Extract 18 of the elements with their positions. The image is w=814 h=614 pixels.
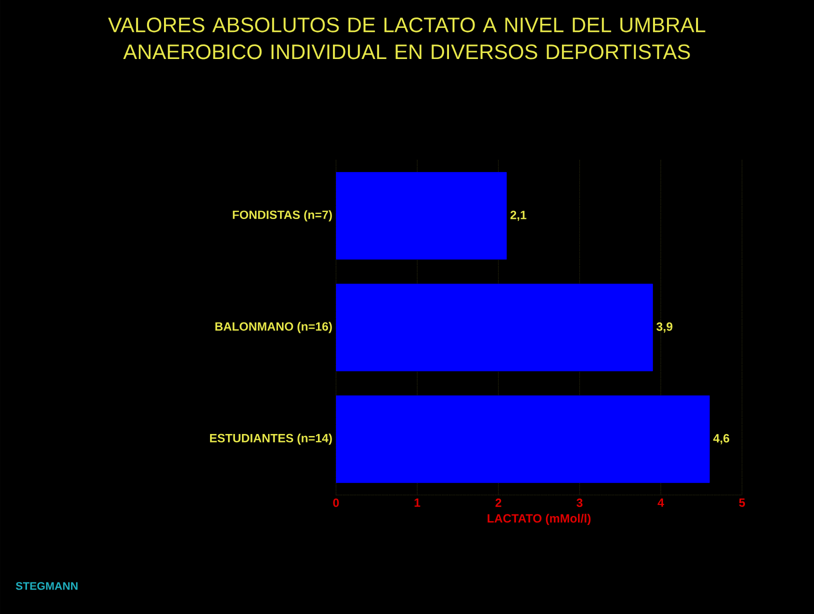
x-tick-label: 2 bbox=[496, 498, 502, 507]
x-tick-label: 1 bbox=[414, 498, 420, 507]
y-tick-label: FONDISTAS (n=7) bbox=[232, 210, 332, 222]
x-axis-title: LACTATO (mMol/l) bbox=[488, 514, 591, 525]
x-tick-label: 0 bbox=[333, 498, 339, 507]
data-label: 2,1 bbox=[510, 210, 526, 221]
bar bbox=[336, 172, 507, 260]
x-tick-label: 5 bbox=[739, 498, 745, 507]
data-label: 3,9 bbox=[656, 322, 672, 333]
text: STEGMANN bbox=[16, 582, 78, 590]
x-tick-label: 3 bbox=[576, 498, 582, 507]
data-label: 4,6 bbox=[713, 434, 730, 444]
y-tick-label: ESTUDIANTES (n=14) bbox=[210, 434, 332, 445]
bar bbox=[336, 395, 710, 483]
bar bbox=[336, 284, 653, 372]
x-tick-label: 4 bbox=[658, 498, 664, 507]
y-tick-label: BALONMANO (n=16) bbox=[215, 322, 332, 334]
chart-title: VALORES ABSOLUTOS DE LACTATO A NIVEL DEL UMBRAL ANAEROBICO INDIVIDUAL EN DIVERSOS DEPORTISTAS bbox=[108, 18, 706, 60]
